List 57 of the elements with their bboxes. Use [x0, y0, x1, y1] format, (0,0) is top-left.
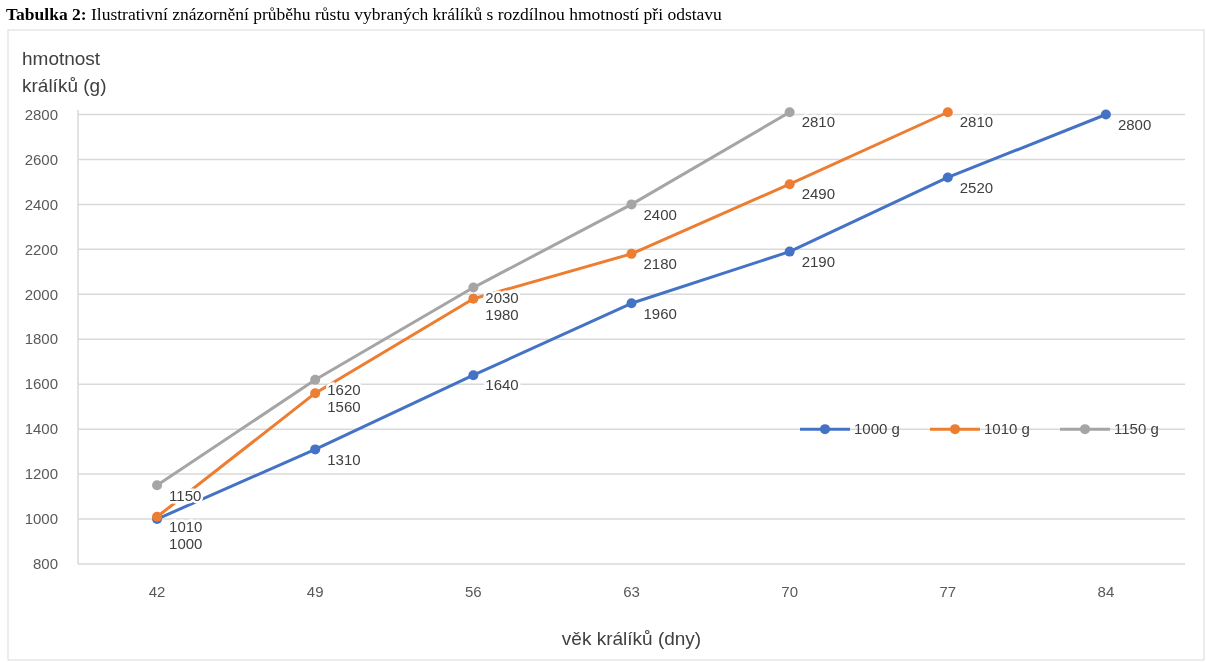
y-tick-label: 2600: [24, 150, 58, 168]
point: [784, 246, 795, 257]
data-label: 2800: [1117, 115, 1152, 133]
data-label: 2520: [959, 178, 994, 196]
x-tick-label: 70: [781, 583, 798, 600]
chart-title: Tabulka 2: Ilustrativní znázornění průběhu růstu vybraných králíků s rozdílnou hmotností při odstavu: [6, 4, 723, 24]
data-label: 2030: [485, 288, 519, 306]
legend-label: 1010 g: [984, 420, 1030, 438]
y-tick-label: 2000: [24, 285, 58, 303]
x-axis-title: věk králíků (dny): [561, 628, 702, 649]
data-label: 2180: [643, 255, 677, 273]
data-label: 2400: [643, 205, 677, 223]
point: [942, 172, 953, 183]
x-tick-label: 63: [623, 583, 640, 600]
data-label: 2190: [801, 252, 836, 270]
y-tick-label: 2800: [24, 105, 58, 123]
x-tick-label: 84: [1097, 583, 1115, 600]
point: [310, 388, 321, 399]
y-tick-label: 1400: [24, 420, 58, 438]
data-label: 1010: [169, 518, 203, 536]
x-tick-label: 42: [148, 583, 166, 600]
point: [626, 199, 637, 210]
point: [942, 107, 953, 118]
y-tick-label: 1200: [24, 465, 58, 483]
x-tick-label: 56: [465, 583, 482, 600]
point: [626, 248, 637, 259]
point: [784, 107, 795, 118]
y-tick-label: 2400: [24, 195, 58, 213]
point: [784, 179, 795, 190]
y-tick-label: 1800: [24, 330, 58, 348]
point: [626, 298, 637, 309]
point: [310, 444, 321, 455]
legend-label: 1000 g: [854, 420, 900, 438]
data-label: 1000: [169, 535, 203, 553]
point: [1100, 109, 1111, 120]
point: [310, 374, 321, 385]
data-label: 2810: [959, 113, 994, 131]
data-label: 1960: [643, 304, 677, 322]
y-axis-title: hmotnost králíků (g): [22, 48, 107, 96]
point: [468, 293, 479, 304]
legend-label: 1150 g: [1114, 420, 1159, 438]
y-tick-label: 2200: [24, 240, 58, 258]
data-label: 1980: [485, 305, 519, 323]
data-label: 2810: [801, 113, 836, 131]
point: [468, 282, 479, 293]
y-tick-label: 1000: [24, 510, 58, 528]
y-tick-label: 1600: [24, 375, 58, 393]
point: [468, 370, 479, 381]
point: [152, 480, 163, 491]
data-label: 2490: [801, 185, 836, 203]
data-label: 1560: [327, 397, 361, 415]
data-label: 1640: [485, 376, 519, 394]
x-tick-label: 77: [939, 583, 957, 600]
data-label: 1620: [327, 380, 361, 398]
data-label: 1310: [327, 450, 361, 468]
x-tick-label: 49: [306, 583, 324, 600]
y-tick-label: 800: [32, 555, 58, 573]
